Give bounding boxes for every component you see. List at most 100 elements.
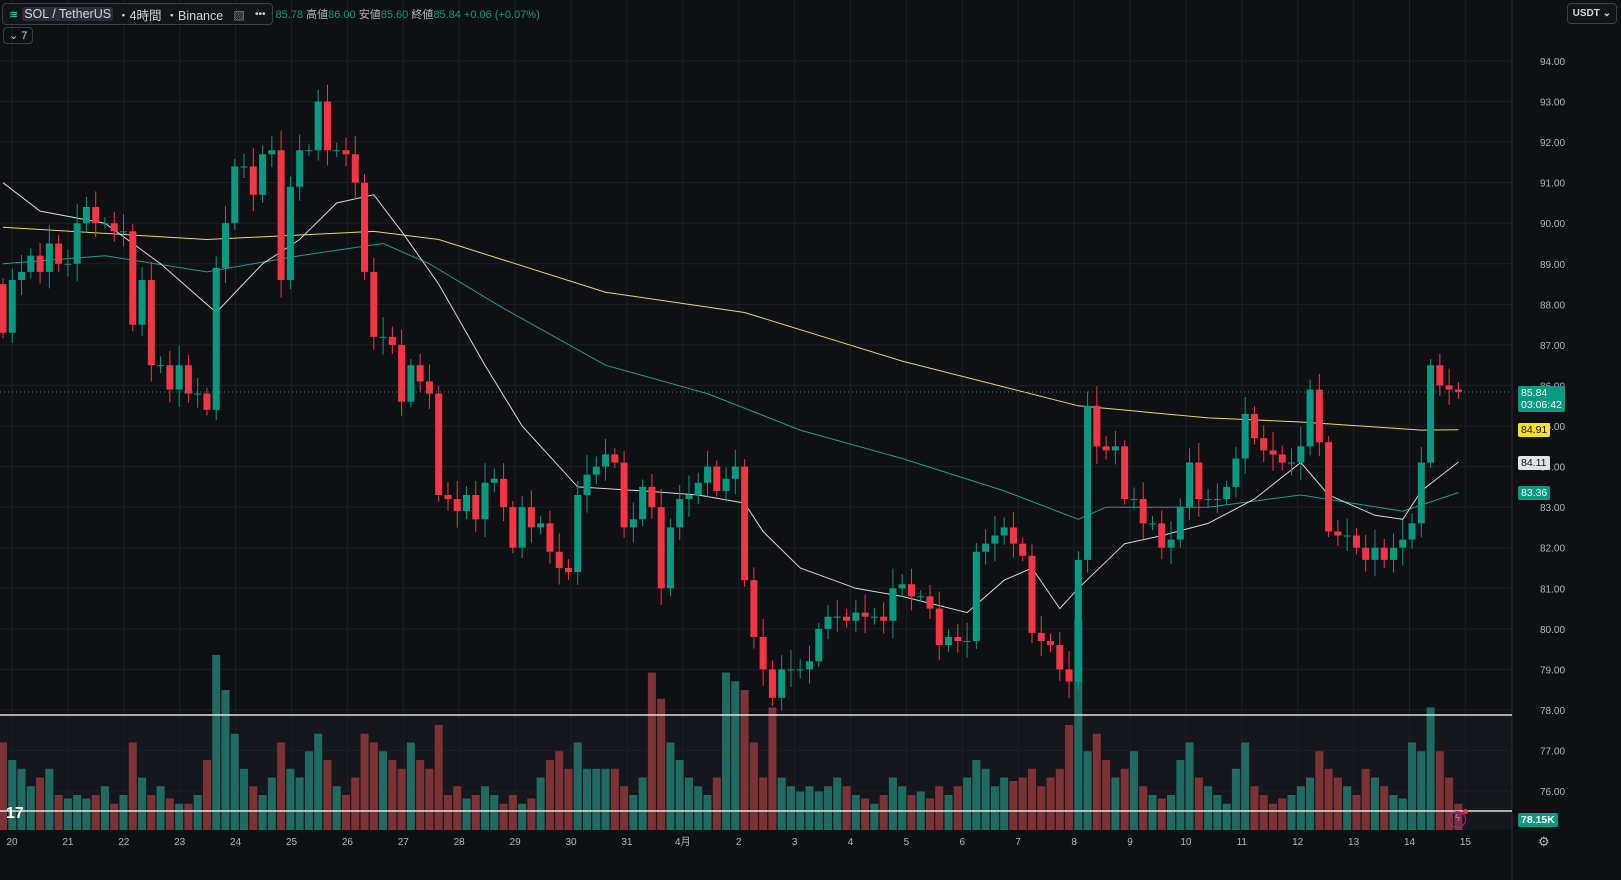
settings-gear-icon[interactable]: ⚙ <box>1538 834 1550 849</box>
candle-body <box>314 101 322 151</box>
volume-badge: 78.15K <box>1518 813 1558 827</box>
volume-bar <box>1000 777 1009 830</box>
ma-yellow-line <box>2 226 1459 431</box>
x-tick-label: 24 <box>230 837 242 848</box>
currency-selector[interactable]: USDT ⌄ <box>1566 3 1617 24</box>
candle-body <box>194 393 202 395</box>
volume-bar <box>935 786 944 830</box>
candle-body <box>55 243 63 264</box>
volume-bar <box>907 795 916 830</box>
more-button[interactable]: ••• <box>255 8 266 20</box>
candle-body <box>722 478 730 491</box>
candle-body <box>1204 499 1212 501</box>
candle-body <box>907 584 915 597</box>
candle-body <box>824 616 832 629</box>
indicators-toggle[interactable]: ⌄ 7 <box>3 27 34 44</box>
open-value: 85.78 <box>275 9 304 21</box>
volume-bar <box>527 798 536 830</box>
volume-bar <box>323 760 332 830</box>
x-tick-label: 6 <box>960 837 966 848</box>
candle-body <box>45 243 53 272</box>
candle-body <box>1278 454 1286 463</box>
candle-body <box>1399 539 1407 548</box>
volume-bar <box>629 795 638 830</box>
volume-bar <box>1315 751 1324 830</box>
candle-body <box>1028 555 1036 633</box>
volume-bar <box>555 751 564 830</box>
volume-bar <box>647 672 656 830</box>
volume-bar <box>100 786 109 830</box>
interval: ・4時間 <box>117 8 162 23</box>
symbol-name[interactable]: SOL / TetherUS <box>22 7 114 21</box>
volume-bar <box>1176 760 1185 830</box>
candle-body <box>147 280 155 366</box>
volume-bar <box>110 803 119 830</box>
volume-bar <box>490 795 499 830</box>
candle-body <box>546 523 554 552</box>
candle-body <box>880 616 888 621</box>
candle-body <box>676 499 684 528</box>
x-tick-label: 21 <box>62 837 74 848</box>
volume-bar <box>304 751 313 830</box>
volume-bar <box>388 760 397 830</box>
volume-bar <box>138 777 147 830</box>
volume-bar <box>17 768 26 830</box>
volume-bar <box>202 760 211 830</box>
y-tick-label: 83.00 <box>1540 503 1565 514</box>
candle-body <box>870 616 878 618</box>
volume-bar <box>1083 751 1092 830</box>
candle-body <box>972 551 980 642</box>
volume-bar <box>147 795 156 830</box>
x-tick-label: 15 <box>1460 837 1472 848</box>
volume-bar <box>666 742 675 830</box>
candle-body <box>481 482 489 520</box>
volume-bar <box>944 795 953 830</box>
y-tick-label: 77.00 <box>1540 747 1565 758</box>
candle-body <box>796 669 804 671</box>
y-tick-label: 87.00 <box>1540 341 1565 352</box>
volume-bar <box>471 795 480 830</box>
candle-body <box>1111 446 1119 451</box>
candle-body <box>574 494 582 573</box>
volume-bar <box>1074 620 1083 830</box>
candle-body <box>444 494 452 500</box>
volume-bar <box>601 768 610 830</box>
candle-body <box>1390 547 1397 560</box>
candle-body <box>602 454 610 467</box>
volume-bar <box>805 786 814 830</box>
candle-body <box>518 507 526 548</box>
candle-body <box>1223 486 1231 500</box>
candle-body <box>184 365 192 394</box>
volume-bar <box>1111 777 1120 830</box>
candle-body <box>425 381 433 394</box>
candle-body <box>351 154 359 183</box>
candle-body <box>833 616 841 618</box>
y-tick-label: 91.00 <box>1540 179 1565 190</box>
volume-bar <box>230 733 239 830</box>
volume-bar <box>1037 786 1046 830</box>
x-tick-label: 28 <box>454 837 466 848</box>
lightning-icon[interactable]: ϟ <box>1449 809 1468 828</box>
low-value: 85.60 <box>380 9 409 21</box>
candle-body <box>1148 523 1156 525</box>
candle-body <box>370 271 378 337</box>
x-tick-label: 10 <box>1180 837 1192 848</box>
volume-bar <box>267 777 276 830</box>
change-value: +0.06 (+0.07%) <box>463 9 540 21</box>
candle-body <box>249 166 257 195</box>
volume-bar <box>1296 786 1305 830</box>
volume-bar <box>1380 786 1389 830</box>
candle-body <box>889 588 897 621</box>
y-tick-label: 80.00 <box>1540 625 1565 636</box>
ohlc-values: 85.78 高値86.00 安値85.60 終値85.84 +0.06 (+0.… <box>276 6 540 22</box>
tradingview-logo[interactable]: 17 <box>6 805 24 822</box>
candle-body <box>1130 499 1138 501</box>
volume-bar <box>1278 798 1287 830</box>
close-value: 85.84 <box>433 9 461 21</box>
last-price: 85.84 <box>1521 387 1548 399</box>
market-status-icon: ▨ <box>233 7 246 22</box>
candle-body <box>1454 389 1462 392</box>
volume-bar <box>499 803 508 830</box>
symbol-info[interactable]: ≋ SOL / TetherUS ・4時間 ・Binance ▨ ••• <box>2 3 273 25</box>
